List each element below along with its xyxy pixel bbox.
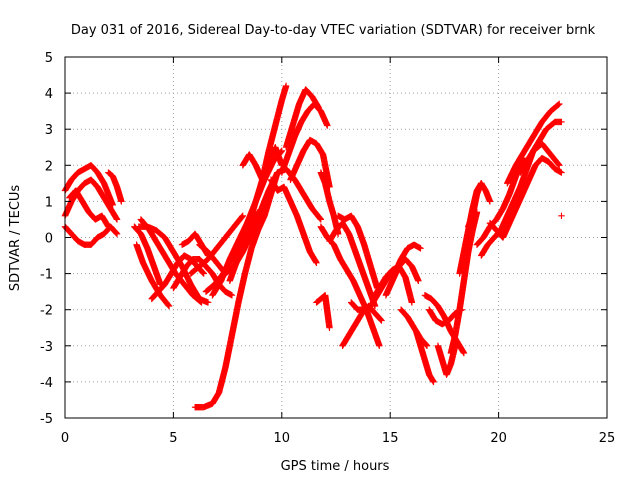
y-axis-label: SDTVAR / TECUs (8, 185, 23, 292)
y-tick-label: -4 (40, 376, 53, 391)
series-arc-y (313, 292, 333, 331)
data-point (197, 298, 205, 306)
data-point (317, 216, 325, 223)
y-tick-labels: -5 -4 -3 -2 -1 0 1 2 3 4 5 (40, 51, 53, 427)
series-arc-ai (413, 328, 437, 386)
data-point (204, 299, 212, 306)
series-arc-t (267, 176, 320, 266)
y-tick-label: 5 (45, 51, 53, 66)
x-tick-label: 5 (169, 431, 177, 446)
data-point (165, 302, 172, 309)
grid (65, 57, 607, 418)
series-arc-j (148, 252, 207, 303)
data-point (558, 212, 565, 220)
y-tick-label: -3 (40, 340, 53, 355)
data-point (165, 302, 173, 310)
y-tick-label: -1 (40, 268, 53, 283)
data-point (199, 269, 207, 277)
data-point (113, 216, 121, 223)
data-point (199, 269, 206, 276)
series-arc-s (191, 169, 281, 411)
x-tick-label: 10 (274, 431, 291, 446)
data-point (113, 230, 121, 238)
series-arc-am (447, 209, 481, 357)
data-point (113, 230, 120, 237)
data-point (164, 301, 172, 308)
series-arc-ao (465, 180, 494, 230)
series-arc-ah (397, 306, 431, 349)
series-arc-c (61, 223, 121, 248)
chart-title: Day 031 of 2016, Sidereal Day-to-day VTE… (71, 23, 596, 38)
series-arc-g (133, 241, 173, 310)
y-tick-label: -2 (40, 304, 53, 319)
data-point (118, 198, 125, 205)
y-tick-label: 1 (45, 195, 53, 210)
data-point (105, 223, 112, 230)
x-tick-label: 15 (382, 431, 399, 446)
data-point (238, 214, 245, 221)
y-tick-label: 0 (45, 232, 53, 247)
data-point (228, 292, 236, 299)
data-point (239, 212, 246, 220)
y-tick-label: 3 (45, 123, 53, 138)
series-arc-f (131, 223, 164, 288)
y-tick-label: -5 (40, 412, 53, 427)
series-arc-au (558, 212, 565, 220)
series-arc-e (105, 169, 125, 205)
series-arc-an (456, 180, 485, 277)
data-point (282, 82, 290, 90)
y-tick-label: 2 (45, 159, 53, 174)
data-point (198, 299, 205, 306)
x-tick-label: 20 (490, 431, 507, 446)
y-tick-label: 4 (45, 87, 53, 102)
x-tick-label: 0 (61, 431, 69, 446)
x-tick-labels: 0 5 10 15 20 25 (61, 431, 615, 446)
data-point (238, 213, 246, 220)
x-tick-label: 25 (599, 431, 616, 446)
series-arc-d (66, 187, 112, 230)
x-axis-label: GPS time / hours (281, 459, 390, 474)
data-point (316, 214, 323, 222)
data-points (61, 82, 565, 411)
data-point (200, 270, 207, 277)
series-arc-r (239, 82, 290, 183)
data-point (317, 215, 324, 222)
data-point (196, 298, 204, 305)
data-point (112, 229, 120, 236)
series-arc-a (61, 162, 116, 209)
